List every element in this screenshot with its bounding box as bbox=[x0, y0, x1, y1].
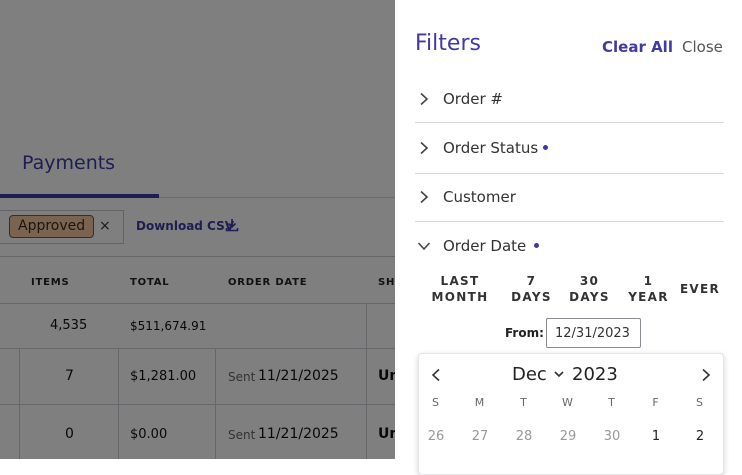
row-status: Sent bbox=[228, 428, 256, 442]
column-divider bbox=[366, 304, 367, 348]
chevron-down-icon[interactable] bbox=[553, 368, 565, 380]
drawer-title: Filters bbox=[415, 31, 481, 56]
active-filter-dot bbox=[534, 243, 539, 248]
date-picker-calendar: Dec 2023 S M T W T F S 26 27 28 29 30 1 … bbox=[418, 353, 724, 475]
range-30-days[interactable]: 30 DAYS bbox=[569, 274, 610, 304]
calendar-day[interactable]: 1 bbox=[651, 429, 661, 444]
summary-items: 4,535 bbox=[50, 318, 88, 333]
row-divider bbox=[0, 348, 395, 349]
chevron-down-icon bbox=[417, 242, 431, 251]
range-last-month[interactable]: LAST MONTH bbox=[431, 274, 489, 304]
tab-payments[interactable]: Payments bbox=[22, 152, 116, 174]
row-items: 7 bbox=[65, 368, 74, 384]
from-date-input[interactable] bbox=[546, 318, 641, 348]
table-header-top-border bbox=[0, 256, 395, 257]
month-select[interactable]: Dec bbox=[512, 364, 547, 385]
weekday-label: S bbox=[696, 396, 704, 409]
active-tab-indicator bbox=[0, 194, 159, 198]
column-divider bbox=[19, 349, 20, 404]
column-divider bbox=[118, 349, 119, 404]
filter-section-customer[interactable]: Customer bbox=[415, 175, 724, 223]
calendar-day[interactable]: 28 bbox=[515, 429, 533, 444]
range-1-year[interactable]: 1 YEAR bbox=[628, 274, 669, 304]
chevron-right-icon[interactable] bbox=[699, 368, 713, 382]
calendar-day[interactable]: 30 bbox=[603, 429, 621, 444]
row-items: 0 bbox=[65, 426, 74, 442]
weekday-label: W bbox=[562, 396, 574, 409]
column-divider bbox=[366, 405, 367, 459]
clear-all-button[interactable]: Clear All bbox=[602, 38, 673, 56]
column-divider bbox=[215, 405, 216, 459]
table-header-bottom-border bbox=[0, 303, 395, 304]
summary-total: $511,674.91 bbox=[130, 319, 207, 333]
filter-section-order-date[interactable]: Order Date bbox=[415, 224, 724, 272]
column-divider bbox=[118, 405, 119, 459]
active-filter-dot bbox=[543, 145, 548, 150]
calendar-day[interactable]: 26 bbox=[427, 429, 445, 444]
section-divider bbox=[415, 122, 724, 123]
calendar-day[interactable]: 2 bbox=[695, 429, 705, 444]
close-button[interactable]: Close bbox=[682, 38, 723, 56]
weekday-label: T bbox=[520, 396, 528, 409]
download-icon[interactable] bbox=[224, 217, 240, 233]
weekday-label: M bbox=[474, 396, 486, 409]
chevron-right-icon bbox=[420, 141, 429, 155]
from-date-label: From: bbox=[505, 326, 544, 340]
calendar-day[interactable]: 29 bbox=[559, 429, 577, 444]
chevron-right-icon bbox=[420, 92, 429, 106]
range-7-days[interactable]: 7 DAYS bbox=[511, 274, 552, 304]
filter-section-label: Order Date bbox=[443, 237, 527, 255]
weekday-label: F bbox=[652, 396, 660, 409]
filter-section-label: Order # bbox=[443, 90, 503, 108]
remove-filter-button[interactable]: × bbox=[99, 218, 111, 234]
range-ever[interactable]: EVER bbox=[679, 282, 721, 296]
column-divider bbox=[215, 349, 216, 404]
section-divider bbox=[415, 173, 724, 174]
row-total: $1,281.00 bbox=[130, 369, 197, 384]
filter-section-label: Order Status bbox=[443, 139, 539, 157]
filter-chip-approved: Approved bbox=[9, 215, 95, 238]
row-status: Sent bbox=[228, 370, 256, 384]
column-header-order-date[interactable]: ORDER DATE bbox=[228, 277, 308, 288]
filter-section-label: Customer bbox=[443, 188, 516, 206]
weekday-label: T bbox=[608, 396, 616, 409]
section-divider bbox=[415, 221, 724, 222]
column-divider bbox=[19, 405, 20, 459]
column-divider bbox=[366, 349, 367, 404]
column-header-total[interactable]: TOTAL bbox=[130, 277, 170, 288]
row-order-date: 11/21/2025 bbox=[258, 368, 339, 384]
row-divider bbox=[0, 404, 395, 405]
chevron-right-icon bbox=[420, 190, 429, 204]
column-header-items[interactable]: ITEMS bbox=[31, 277, 70, 288]
calendar-day[interactable]: 27 bbox=[471, 429, 489, 444]
row-order-date: 11/21/2025 bbox=[258, 426, 339, 442]
chevron-left-icon[interactable] bbox=[429, 368, 443, 382]
weekday-label: S bbox=[432, 396, 440, 409]
filter-section-order-number[interactable]: Order # bbox=[415, 77, 724, 125]
filter-section-order-status[interactable]: Order Status bbox=[415, 126, 724, 174]
filters-drawer: Filters Clear All Close Order # Order St… bbox=[395, 0, 742, 475]
row-total: $0.00 bbox=[130, 427, 168, 442]
download-csv-link[interactable]: Download CSV bbox=[136, 219, 235, 233]
year-select[interactable]: 2023 bbox=[572, 364, 618, 385]
